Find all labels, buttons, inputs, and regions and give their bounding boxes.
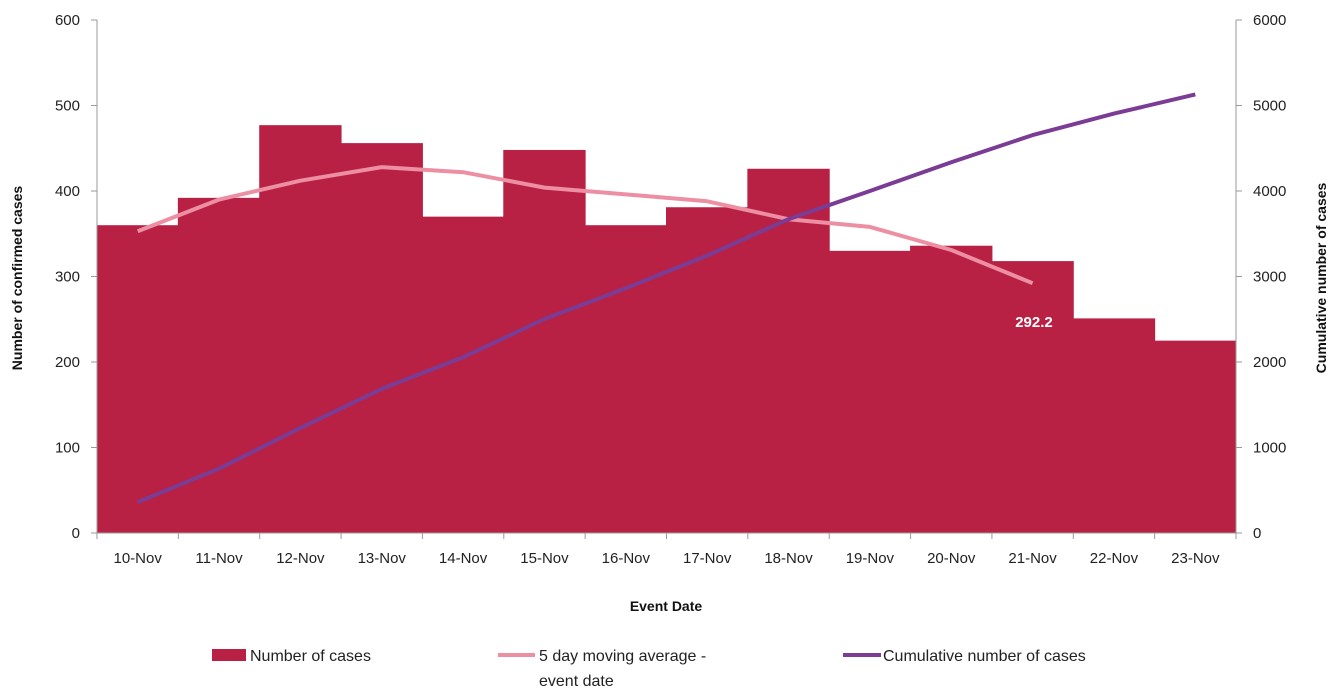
y2-axis-title: Cumulative number of cases (1313, 182, 1329, 373)
x-axis-title: Event Date (630, 598, 703, 614)
y2-tick-label: 5000 (1253, 98, 1286, 115)
legend-label-moving-average-line1: 5 day moving average - (539, 648, 706, 665)
y-tick-label: 100 (55, 440, 80, 457)
bar-20-Nov (910, 245, 993, 533)
x-tick-label: 21-Nov (1008, 550, 1057, 567)
legend-swatch-cases (212, 649, 246, 661)
bar-22-Nov (1072, 318, 1156, 533)
x-tick-label: 15-Nov (520, 550, 569, 567)
legend-label-cases: Number of cases (250, 648, 371, 665)
y-tick-label: 400 (55, 183, 80, 200)
x-tick-label: 16-Nov (602, 550, 651, 567)
bar-16-Nov (584, 225, 667, 533)
y2-tick-label: 1000 (1253, 440, 1286, 457)
x-tick-label: 10-Nov (113, 550, 162, 567)
bar-21-Nov (991, 261, 1074, 533)
y2-tick-label: 6000 (1253, 12, 1286, 29)
x-tick-label: 20-Nov (927, 550, 976, 567)
y-tick-label: 600 (55, 12, 80, 29)
y-tick-label: 500 (55, 98, 80, 115)
moving-average-end-label: 292.2 (1015, 314, 1053, 331)
moving-average-line (136, 165, 1034, 286)
y2-tick-label: 3000 (1253, 269, 1286, 286)
legend-label-cumulative: Cumulative number of cases (883, 648, 1086, 665)
bar-11-Nov (177, 197, 261, 533)
x-tick-label: 22-Nov (1090, 550, 1139, 567)
y-axis-title: Number of confirmed cases (9, 186, 25, 371)
bar-23-Nov (1154, 340, 1237, 533)
bar-12-Nov (259, 125, 342, 533)
y2-tick-label: 0 (1253, 525, 1261, 542)
x-tick-label: 14-Nov (439, 550, 488, 567)
axes-group (91, 19, 1242, 539)
bar-19-Nov (828, 250, 912, 533)
y-tick-label: 0 (72, 525, 80, 542)
bars-group (96, 125, 1237, 533)
bar-10-Nov (96, 225, 179, 533)
x-tick-label: 23-Nov (1171, 550, 1220, 567)
legend: Number of cases 5 day moving average - e… (212, 648, 1086, 690)
y-tick-label: 200 (55, 354, 80, 371)
cumulative-line (136, 92, 1196, 505)
bar-15-Nov (503, 149, 586, 533)
y2-tick-label: 2000 (1253, 354, 1286, 371)
lines-group (136, 92, 1196, 505)
x-tick-label: 12-Nov (276, 550, 325, 567)
ticks-group: 0100200300400500600010002000300040005000… (55, 12, 1286, 567)
x-tick-label: 17-Nov (683, 550, 732, 567)
x-tick-label: 19-Nov (846, 550, 895, 567)
bar-17-Nov (666, 207, 749, 533)
y-tick-label: 300 (55, 269, 80, 286)
x-tick-label: 11-Nov (195, 550, 243, 567)
x-tick-label: 13-Nov (358, 550, 407, 567)
bar-13-Nov (340, 143, 423, 533)
bar-14-Nov (421, 216, 505, 533)
y2-tick-label: 4000 (1253, 183, 1286, 200)
legend-label-moving-average-line2: event date (539, 673, 614, 690)
x-tick-label: 18-Nov (764, 550, 813, 567)
